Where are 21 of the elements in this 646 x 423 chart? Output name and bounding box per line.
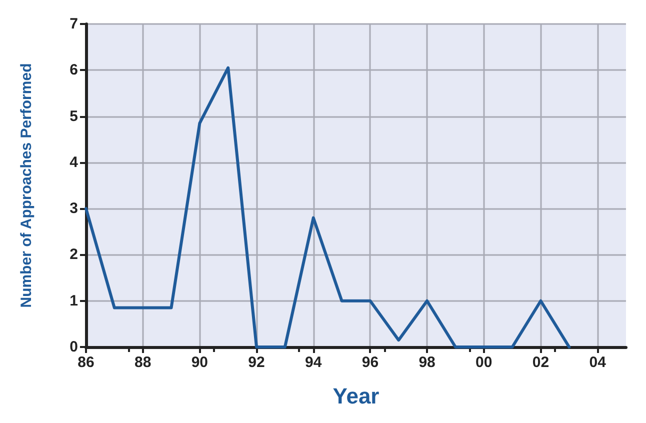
x-tick-label: 92 xyxy=(248,354,265,371)
x-tick-label: 98 xyxy=(418,354,436,371)
y-tick-label: 3 xyxy=(70,200,78,218)
y-tick-label: 5 xyxy=(70,108,78,125)
x-tick-label: 86 xyxy=(78,354,94,371)
y-axis-title: Number of Approaches Performed xyxy=(18,63,35,308)
x-tick-label: 90 xyxy=(191,354,208,371)
x-tick-label: 04 xyxy=(589,354,607,371)
x-tick-label: 88 xyxy=(134,354,152,371)
y-tick-label: 4 xyxy=(70,154,79,171)
y-tick-label: 6 xyxy=(70,62,78,79)
x-tick-label: 02 xyxy=(532,354,550,371)
x-tick-label: 96 xyxy=(362,354,379,371)
y-tick-label: 1 xyxy=(70,292,78,310)
y-tick-label: 2 xyxy=(70,246,78,264)
line-series xyxy=(84,66,571,348)
y-tick-label: 7 xyxy=(70,16,78,32)
x-tick-label: 94 xyxy=(305,354,322,371)
x-tick-label: 00 xyxy=(476,354,492,371)
x-axis-title: Year xyxy=(332,384,380,408)
y-tick-label: 0 xyxy=(70,338,78,356)
